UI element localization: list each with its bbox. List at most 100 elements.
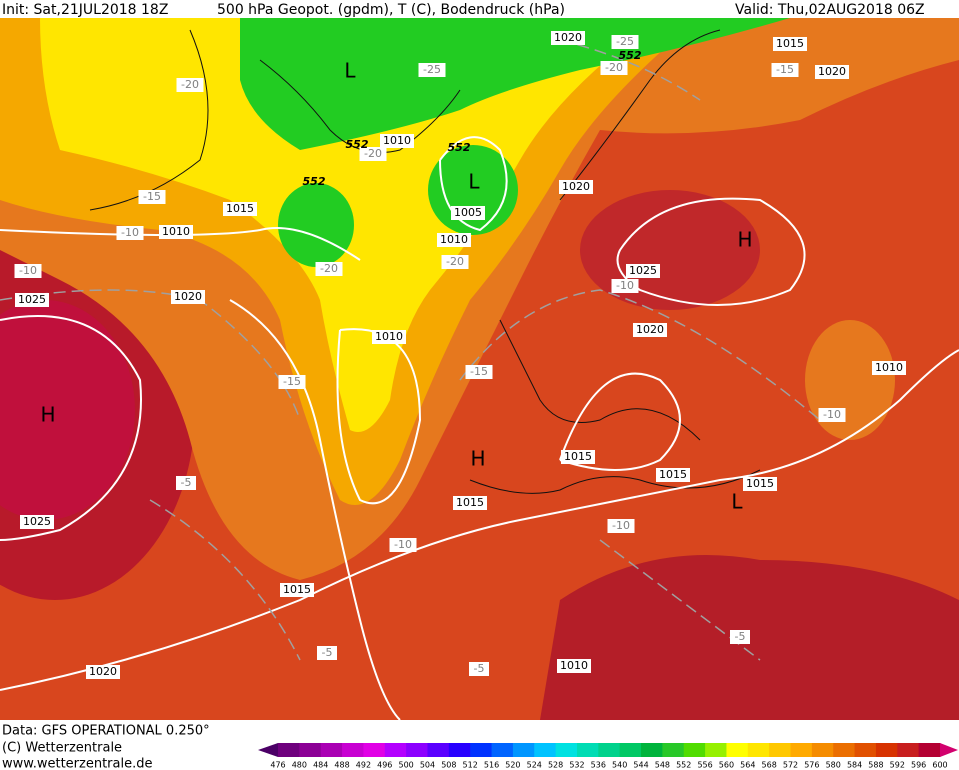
temperature-label: -15 — [143, 190, 161, 203]
geopotential-label: 552 — [303, 175, 326, 188]
isobar-label: 1020 — [89, 665, 117, 678]
isobar — [0, 315, 142, 541]
colorbar-swatch — [705, 743, 727, 757]
colorbar-label: 584 — [847, 761, 862, 770]
temperature-label-box — [176, 78, 204, 92]
colorbar-swatch — [662, 743, 685, 757]
isobar-label: 1010 — [162, 225, 190, 238]
colorbar-label: 488 — [334, 761, 349, 770]
isobar-label-box — [557, 659, 591, 673]
isobar-label-box — [743, 477, 777, 491]
isobar-label: 1010 — [375, 330, 403, 343]
colorbar-label: 568 — [762, 761, 777, 770]
temperature-label-box — [818, 408, 846, 422]
colorbar-label: 480 — [292, 761, 307, 770]
colorbar-label: 492 — [356, 761, 371, 770]
pressure-center: H — [737, 228, 752, 252]
warm-region — [580, 190, 760, 310]
isobar-label-box — [15, 293, 49, 307]
colorbar-label: 476 — [270, 761, 285, 770]
temperature-label-box — [116, 226, 144, 240]
temperature-label: -20 — [605, 61, 623, 74]
isobar-label: 1015 — [659, 468, 687, 481]
isobar-label-box — [551, 31, 585, 45]
isobar-label-box — [171, 290, 205, 304]
colorbar-label: 580 — [826, 761, 841, 770]
temperature-label-box — [730, 630, 750, 644]
colorbar-swatch — [534, 743, 557, 757]
temperature-label: -15 — [470, 365, 488, 378]
colorbar-label: 572 — [783, 761, 798, 770]
colorbar-swatch — [811, 743, 834, 757]
warm-core — [0, 300, 135, 520]
header-bar — [0, 0, 959, 18]
temperature-label: -5 — [735, 630, 746, 643]
colorbar-swatch — [278, 743, 300, 757]
isobar-label: 1020 — [562, 180, 590, 193]
temperature-label: -20 — [181, 78, 199, 91]
temperature-label: -5 — [474, 662, 485, 675]
isobar-label: 1015 — [746, 477, 774, 490]
temperature-label-box — [176, 476, 196, 490]
pressure-center: L — [344, 59, 356, 83]
colorbar-swatch — [470, 743, 493, 757]
green-region — [278, 183, 354, 267]
isobar-label: 1015 — [283, 583, 311, 596]
geopotential-label: 552 — [346, 138, 369, 151]
isobar-label-box — [633, 323, 667, 337]
isobar — [439, 136, 508, 232]
colorbar-label: 524 — [527, 761, 542, 770]
colorbar-swatch — [320, 743, 343, 757]
isobar-label: 1015 — [456, 496, 484, 509]
colorbar-label: 544 — [633, 761, 648, 770]
isobar-label-box — [559, 180, 593, 194]
temperature-label: -20 — [364, 147, 382, 160]
isobar-label: 1015 — [776, 37, 804, 50]
isobar-label-box — [453, 496, 487, 510]
colorbar-label: 592 — [890, 761, 905, 770]
isobar-label: 1020 — [818, 65, 846, 78]
pressure-center: H — [470, 447, 485, 471]
isobar-label-box — [159, 225, 193, 239]
colorbar-label: 556 — [697, 761, 712, 770]
temperature-label-box — [389, 538, 417, 552]
colorbar-swatch — [299, 743, 322, 757]
temperature-label-box — [469, 662, 489, 676]
colorbar-swatch — [918, 743, 941, 757]
isobar-label-box — [815, 65, 849, 79]
colorbar-end — [940, 743, 958, 757]
temperature-label: -25 — [616, 35, 634, 48]
colorbar-swatch — [683, 743, 706, 757]
colorbar-label: 516 — [484, 761, 499, 770]
colorbar-swatch — [363, 743, 386, 757]
isobar-label: 1010 — [440, 233, 468, 246]
temperature-label: -10 — [612, 519, 630, 532]
isobar-label-box — [872, 361, 906, 375]
colorbar-swatch — [406, 743, 428, 757]
colorbar-label: 596 — [911, 761, 926, 770]
colorbar-label: 532 — [569, 761, 584, 770]
temperature-label: -5 — [181, 476, 192, 489]
isobar-label-box — [20, 515, 54, 529]
temperature-label: -10 — [616, 279, 634, 292]
colorbar-label: 576 — [804, 761, 819, 770]
temperature-label-box — [611, 35, 639, 49]
temperature-label-box — [359, 147, 387, 161]
colorbar-label: 504 — [420, 761, 435, 770]
isobar-label: 1020 — [636, 323, 664, 336]
geopotential-label: 552 — [448, 141, 471, 154]
colorbar-label: 508 — [441, 761, 456, 770]
init-time: Init: Sat,21JUL2018 18Z — [2, 2, 168, 18]
temperature-label-box — [607, 519, 635, 533]
temperature-label: -25 — [423, 63, 441, 76]
temperature-label: -15 — [283, 375, 301, 388]
temperature-label-box — [14, 264, 42, 278]
temperature-label: -20 — [446, 255, 464, 268]
colorbar-swatch — [897, 743, 920, 757]
isobar-label: 1010 — [560, 659, 588, 672]
temperature-label-box — [317, 646, 337, 660]
temperature-label-box — [138, 190, 166, 204]
isobar-label: 1005 — [454, 206, 482, 219]
colorbar-swatch — [854, 743, 877, 757]
